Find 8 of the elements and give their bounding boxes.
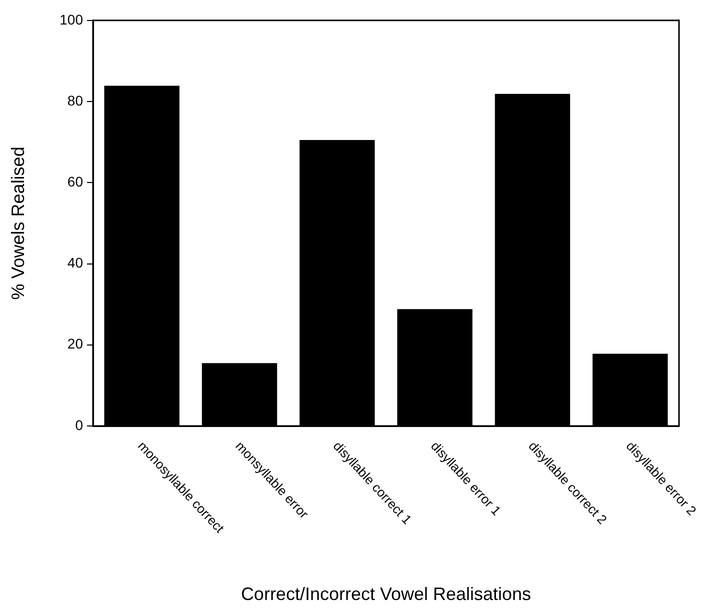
y-tick-label: 60 bbox=[67, 174, 84, 190]
y-tick-label: 100 bbox=[60, 11, 84, 28]
x-axis-title: Correct/Incorrect Vowel Realisations bbox=[240, 584, 532, 604]
y-tick-label: 20 bbox=[67, 336, 84, 352]
y-tick-label: 0 bbox=[75, 416, 84, 433]
y-tick-label: 40 bbox=[67, 254, 84, 271]
y-tick-label: 80 bbox=[67, 92, 84, 108]
y-axis-title: % Vowels Realised bbox=[8, 146, 28, 300]
